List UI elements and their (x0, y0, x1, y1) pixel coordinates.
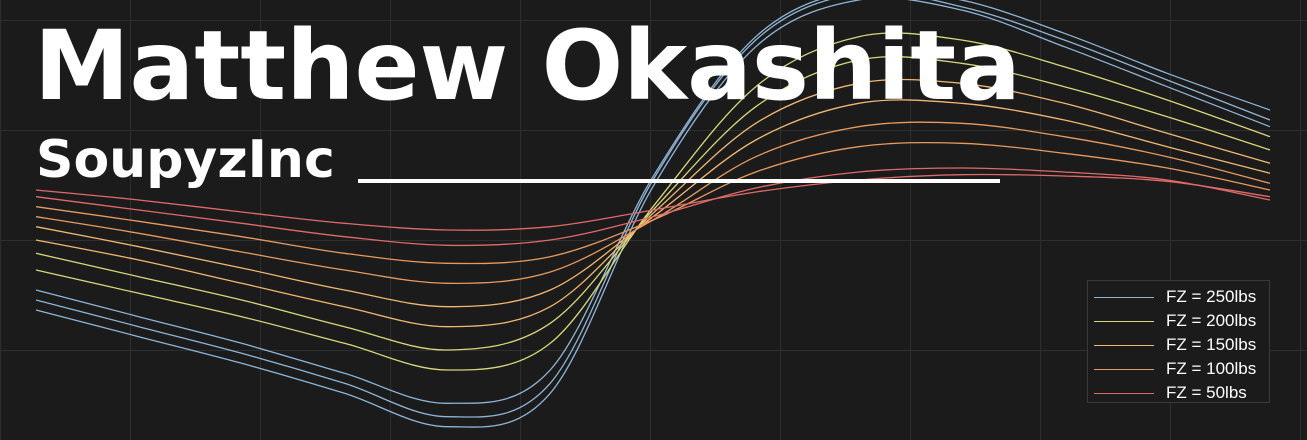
legend-label: FZ = 50lbs (1166, 383, 1247, 402)
legend-swatch (1094, 296, 1154, 298)
series-line (35, 78, 1271, 328)
legend-label: FZ = 100lbs (1166, 359, 1257, 378)
legend-item: FZ = 250lbs (1088, 285, 1269, 309)
title-underline-divider (358, 179, 1000, 183)
legend-swatch (1094, 344, 1154, 346)
legend-item: FZ = 100lbs (1088, 357, 1269, 381)
name-title: Matthew Okashita (34, 10, 1021, 122)
series-line (35, 0, 1271, 404)
legend-label: FZ = 250lbs (1166, 287, 1257, 306)
chart-series-group (35, 0, 1271, 428)
legend-item: FZ = 200lbs (1088, 309, 1269, 333)
series-line (35, 0, 1271, 418)
series-line (35, 173, 1271, 231)
legend-swatch (1094, 392, 1154, 394)
chart-legend: FZ = 250lbs FZ = 200lbs FZ = 150lbs FZ =… (1087, 280, 1270, 403)
series-line (35, 141, 1271, 265)
series-line (35, 167, 1271, 247)
handle-subtitle: SoupyzInc (36, 130, 335, 190)
series-line (35, 32, 1271, 371)
legend-item: FZ = 150lbs (1088, 333, 1269, 357)
legend-item: FZ = 50lbs (1088, 381, 1269, 405)
legend-label: FZ = 150lbs (1166, 335, 1257, 354)
legend-swatch (1094, 320, 1154, 322)
legend-label: FZ = 200lbs (1166, 311, 1257, 330)
legend-swatch (1094, 368, 1154, 370)
series-line (35, 0, 1271, 428)
